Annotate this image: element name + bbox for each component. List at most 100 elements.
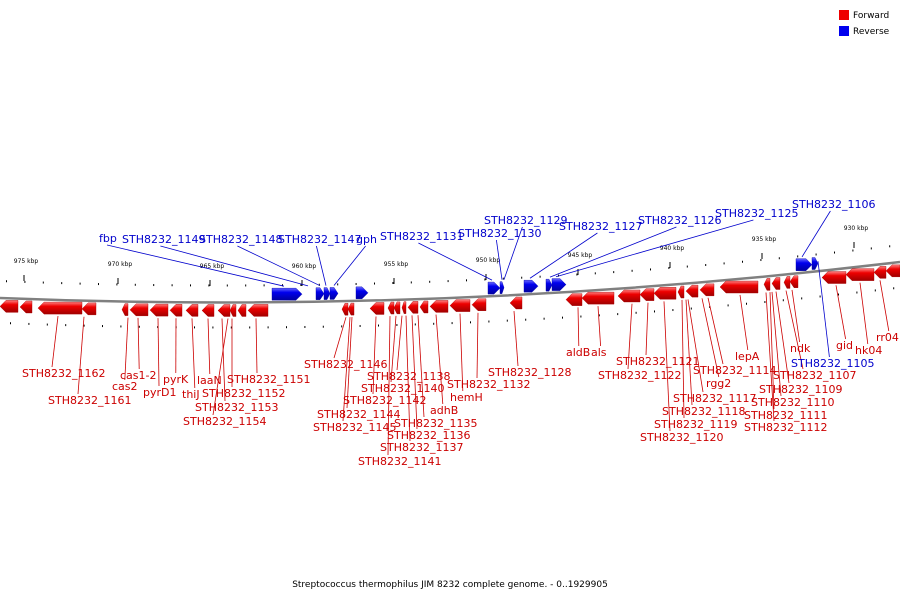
minor-tick: [782, 299, 784, 302]
leader-line: [372, 316, 377, 395]
leader-line: [411, 315, 418, 430]
forward-gene-arrow: [419, 300, 429, 314]
minor-tick: [433, 322, 435, 325]
forward-gene-label: STH8232_1141: [358, 455, 441, 468]
minor-tick: [705, 264, 707, 267]
forward-gene-arrow: [229, 304, 237, 317]
reverse-gene-label: gph: [356, 233, 377, 246]
forward-gene-arrow: [449, 299, 471, 312]
leader-line: [879, 280, 890, 332]
minor-tick: [6, 280, 7, 283]
minor-tick: [562, 316, 563, 319]
minor-tick: [889, 245, 891, 248]
leader-line: [212, 318, 229, 416]
leader-line: [663, 301, 671, 432]
scale-tick-label: 955 kbp: [384, 261, 409, 268]
legend-swatch-forward: [839, 10, 849, 20]
minor-tick: [801, 297, 803, 300]
reverse-gene-arrow: [545, 278, 553, 292]
minor-tick: [414, 323, 416, 326]
forward-gene-arrow: [217, 304, 231, 317]
minor-tick: [226, 284, 228, 287]
leader-line: [390, 315, 397, 383]
forward-gene-arrow: [121, 303, 129, 316]
leader-line: [51, 315, 59, 368]
scale-tick-label: 970 kbp: [108, 261, 133, 268]
minor-tick: [598, 314, 600, 317]
minor-tick: [355, 282, 357, 285]
forward-gene-label: STH8232_1132: [447, 378, 530, 391]
minor-tick: [410, 281, 412, 284]
minor-tick: [282, 284, 283, 287]
minor-tick: [580, 315, 582, 318]
minor-tick: [322, 325, 324, 328]
minor-tick: [723, 262, 725, 265]
minor-tick: [654, 310, 655, 313]
forward-gene-arrow: [0, 300, 19, 313]
forward-gene-label: STH8232_1153: [195, 401, 278, 414]
reverse-gene-arrow: [329, 287, 339, 300]
minor-tick: [10, 322, 11, 325]
minor-tick: [212, 326, 214, 329]
minor-tick: [429, 280, 431, 283]
forward-gene-label: laaN: [197, 374, 222, 387]
minor-tick: [61, 282, 63, 285]
minor-tick: [102, 325, 103, 328]
minor-tick: [249, 326, 251, 329]
minor-tick: [138, 325, 140, 328]
minor-tick: [337, 283, 339, 286]
reverse-gene-arrow: [499, 281, 505, 294]
minor-tick: [447, 280, 449, 283]
reverse-gene-label: STH8232_1125: [715, 207, 798, 220]
forward-gene-arrow: [19, 300, 33, 314]
forward-gene-arrow: [677, 285, 685, 299]
forward-gene-arrow: [169, 304, 183, 317]
forward-gene-arrow: [639, 288, 655, 301]
minor-tick: [838, 293, 839, 296]
minor-tick: [466, 279, 467, 282]
reverse-gene-label: STH8232_1129: [484, 214, 567, 227]
legend: Forward Reverse: [839, 10, 890, 37]
leader-line: [396, 315, 403, 371]
forward-gene-arrow: [429, 300, 449, 313]
forward-gene-label: pyrK: [163, 373, 189, 386]
leader-line: [707, 297, 724, 365]
leader-line: [859, 282, 869, 345]
forward-gene-label: STH8232_1114: [693, 364, 776, 377]
minor-tick: [778, 257, 780, 260]
minor-tick: [341, 325, 343, 328]
leader-line: [237, 245, 321, 287]
scale-tick-label: 965 kbp: [200, 263, 225, 270]
minor-tick: [378, 324, 379, 327]
leader-line: [555, 219, 754, 278]
minor-tick: [874, 289, 876, 292]
minor-tick: [190, 284, 191, 287]
leader-line: [405, 315, 411, 442]
minor-tick: [65, 324, 67, 327]
forward-gene-label: STH8232_1137: [380, 441, 463, 454]
forward-gene-label: STH8232_1119: [654, 418, 737, 431]
minor-tick: [28, 322, 30, 325]
leader-line: [221, 318, 226, 402]
minor-tick: [870, 247, 872, 250]
minor-tick: [539, 275, 541, 278]
forward-gene-label: cas2: [112, 380, 138, 393]
minor-tick: [668, 267, 670, 270]
minor-tick: [760, 259, 762, 262]
minor-tick: [24, 280, 26, 283]
minor-tick: [834, 251, 835, 254]
forward-gene-label: rr04: [876, 331, 899, 344]
forward-gene-arrow: [699, 283, 715, 297]
forward-gene-arrow: [783, 276, 791, 289]
reverse-gene-arrow: [315, 287, 325, 300]
scale-tick-label: 930 kbp: [844, 225, 869, 232]
leader-line: [160, 245, 309, 287]
minor-tick: [815, 253, 817, 256]
minor-tick: [819, 295, 821, 298]
minor-tick: [617, 313, 619, 316]
reverse-gene-arrow: [551, 278, 567, 291]
minor-tick: [856, 291, 858, 294]
minor-tick: [470, 321, 471, 324]
leader-line: [817, 261, 830, 358]
